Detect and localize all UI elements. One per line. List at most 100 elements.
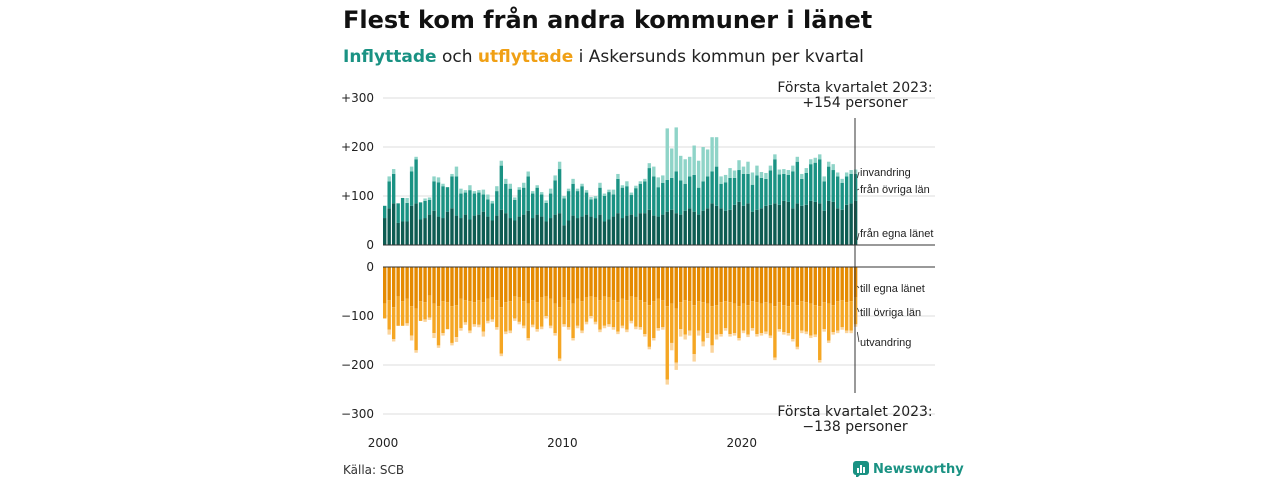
bar-in-own-county — [849, 203, 853, 245]
label-invandring: invandring — [860, 167, 911, 179]
bar-in-other-counties — [526, 176, 530, 211]
bar-out-other-counties — [638, 300, 643, 328]
bar-in-own-county — [813, 201, 817, 245]
bar-in-other-counties — [800, 178, 804, 206]
bar-out-emigration — [495, 327, 499, 330]
bar-in-other-counties — [692, 174, 696, 212]
bar-in-own-county — [602, 221, 607, 245]
bar-out-own-county — [445, 267, 450, 303]
bar-in-own-county — [804, 204, 808, 245]
bar-in-other-counties — [827, 166, 831, 201]
bar-in-other-counties — [477, 192, 481, 215]
bar-out-emigration — [777, 329, 782, 332]
bar-in-immigration — [495, 186, 499, 192]
bar-in-other-counties — [517, 189, 521, 217]
bar-in-other-counties — [450, 176, 454, 209]
bar-in-own-county — [705, 208, 710, 245]
bar-in-other-counties — [764, 178, 768, 206]
bar-in-other-counties — [445, 187, 450, 212]
bar-out-own-county — [809, 267, 813, 304]
bar-in-own-county — [634, 216, 638, 245]
bar-out-own-county — [737, 267, 741, 307]
bar-in-immigration — [454, 166, 459, 177]
bar-in-immigration — [463, 190, 468, 193]
label-leader-line — [856, 331, 860, 343]
bar-out-own-county — [427, 267, 432, 296]
source-note: Källa: SCB — [343, 463, 405, 477]
bar-in-own-county — [827, 200, 831, 245]
bar-in-other-counties — [499, 165, 504, 210]
subtitle-inflow-word: Inflyttade — [343, 47, 437, 67]
bar-in-own-county — [396, 222, 400, 245]
bar-in-immigration — [835, 172, 840, 177]
bar-in-own-county — [391, 203, 396, 245]
bar-out-emigration — [459, 328, 463, 331]
bar-in-immigration — [719, 176, 723, 184]
bar-in-immigration — [450, 173, 454, 177]
bar-in-immigration — [486, 194, 490, 200]
bar-in-own-county — [714, 205, 719, 245]
bar-out-other-counties — [809, 303, 813, 336]
bar-out-own-county — [611, 267, 616, 301]
bar-out-other-counties — [853, 297, 858, 325]
bar-in-own-county — [755, 209, 759, 245]
bar-in-immigration — [768, 165, 773, 171]
bar-out-other-counties — [750, 301, 755, 329]
bar-in-other-counties — [589, 199, 593, 217]
bar-in-own-county — [575, 218, 580, 245]
bar-in-immigration — [670, 148, 674, 178]
y-tick-label-top: 0 — [366, 238, 374, 252]
bar-in-own-county — [764, 205, 768, 245]
bar-out-own-county — [548, 267, 553, 299]
bar-in-immigration — [755, 165, 759, 176]
bar-in-other-counties — [548, 193, 553, 219]
bar-out-emigration — [544, 316, 548, 319]
bar-out-other-counties — [504, 302, 508, 332]
bar-in-other-counties — [750, 184, 755, 212]
bar-out-other-counties — [539, 297, 544, 327]
bar-out-other-counties — [445, 302, 450, 330]
bar-out-other-counties — [818, 306, 822, 361]
bar-in-immigration — [728, 168, 732, 178]
bar-out-own-county — [701, 267, 705, 303]
bar-in-immigration — [777, 169, 782, 175]
bar-in-own-county — [629, 214, 634, 245]
bar-in-immigration — [634, 185, 638, 189]
bar-in-immigration — [809, 159, 813, 165]
bar-in-other-counties — [791, 171, 795, 209]
bar-in-own-county — [481, 211, 486, 245]
bar-in-other-counties — [562, 198, 566, 226]
bar-in-immigration — [679, 155, 683, 181]
bar-out-emigration — [759, 333, 764, 336]
bar-in-own-county — [809, 200, 813, 245]
bar-in-immigration — [831, 164, 835, 171]
bar-in-own-county — [759, 208, 764, 245]
x-tick-label: 2010 — [547, 436, 578, 450]
bar-in-immigration — [692, 145, 696, 175]
bar-out-own-county — [777, 267, 782, 303]
bar-in-own-county — [562, 225, 566, 245]
bar-in-other-counties — [701, 181, 705, 211]
bar-out-emigration — [683, 334, 687, 340]
bar-out-own-county — [566, 267, 571, 301]
bar-in-own-county — [405, 221, 409, 245]
bar-in-other-counties — [405, 202, 409, 222]
bar-out-other-counties — [531, 300, 535, 325]
bar-out-emigration — [674, 362, 678, 370]
bar-out-own-county — [656, 267, 660, 299]
bar-out-own-county — [391, 267, 396, 308]
bar-out-emigration — [557, 358, 562, 362]
bar-in-immigration — [499, 160, 504, 166]
bar-out-emigration — [575, 325, 580, 329]
bar-in-own-county — [513, 220, 517, 245]
bar-out-emigration — [737, 338, 741, 341]
bar-in-immigration — [616, 173, 620, 179]
bar-in-immigration — [795, 156, 800, 162]
bar-in-other-counties — [531, 193, 535, 219]
bar-out-own-county — [638, 267, 643, 301]
bar-in-immigration — [687, 156, 692, 177]
bar-in-own-county — [450, 208, 454, 245]
bar-out-own-county — [454, 267, 459, 306]
bar-in-own-county — [495, 215, 499, 245]
bar-out-emigration — [548, 325, 553, 329]
